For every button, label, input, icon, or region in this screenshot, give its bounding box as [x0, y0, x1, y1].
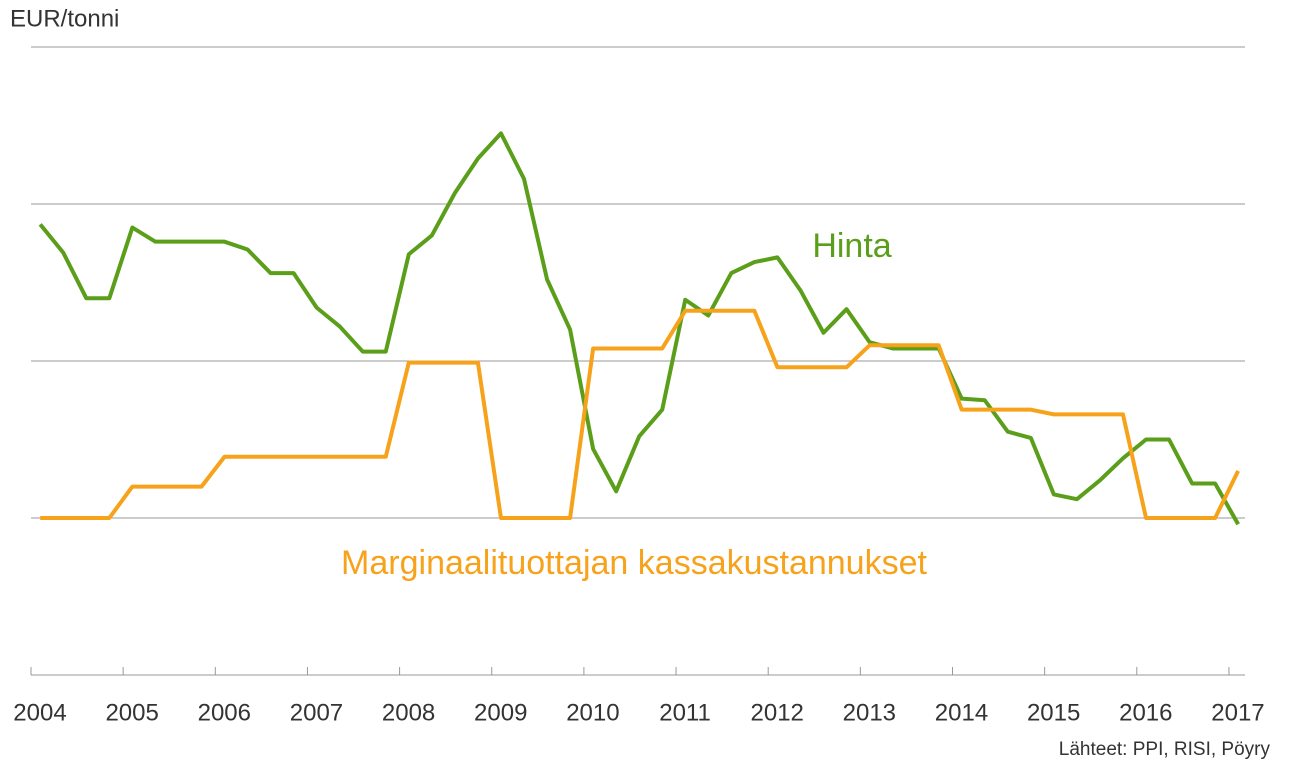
y-axis-label: EUR/tonni [10, 5, 119, 32]
series-label: Marginaalituottajan kassakustannukset [341, 544, 927, 582]
series-line [38, 131, 1240, 526]
x-tick-label: 2016 [1119, 699, 1172, 726]
series-line [40, 308, 1240, 520]
x-tick-label: 2004 [13, 699, 66, 726]
x-tick-label: 2009 [474, 699, 527, 726]
x-tick-label: 2012 [751, 699, 804, 726]
x-tick-label: 2017 [1211, 699, 1264, 726]
x-tick-label: 2008 [382, 699, 435, 726]
x-tick-label: 2007 [290, 699, 343, 726]
x-tick-label: 2010 [566, 699, 619, 726]
x-tick-label: 2015 [1027, 699, 1080, 726]
x-tick-label: 2005 [105, 699, 158, 726]
series-label: Hinta [812, 227, 891, 265]
x-tick-label: 2014 [935, 699, 988, 726]
x-tick-label: 2011 [659, 699, 711, 726]
x-tick-label: 2013 [843, 699, 896, 726]
x-tick-label: 2006 [198, 699, 251, 726]
source: Lähteet: PPI, RISI, Pöyry [1059, 739, 1271, 760]
